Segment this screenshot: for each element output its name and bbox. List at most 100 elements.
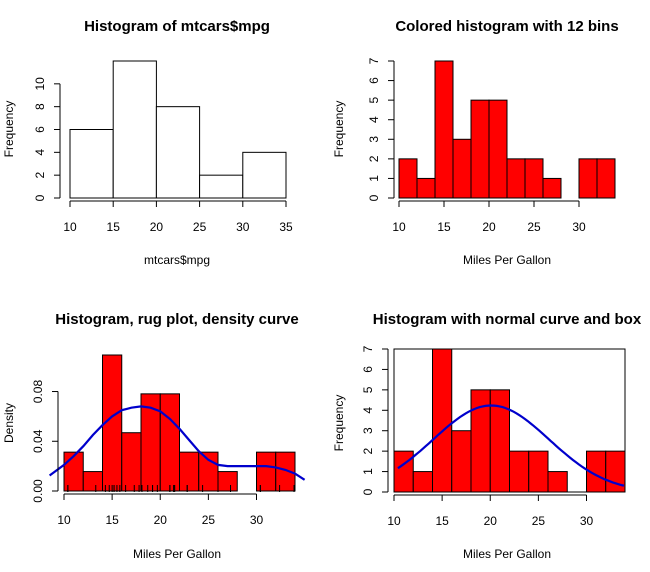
panel-4-y-tick-label: 4 — [361, 407, 375, 414]
panel-4-x-tick-label: 25 — [532, 514, 546, 528]
panel-1-bar — [155, 106, 201, 199]
panel-colored-histogram: Colored histogram with 12 bins Miles Per… — [332, 18, 619, 267]
panel-4-bar — [432, 348, 453, 493]
panel-4-x-tick-label: 10 — [387, 514, 401, 528]
panel-4-x-tick-label: 30 — [580, 514, 594, 528]
panel-1-x-tick-label: 25 — [193, 220, 207, 234]
panel-density-histogram: Histogram, rug plot, density curve Miles… — [2, 311, 306, 561]
panel-3-axes: 10 15 20 25 30 0.00 0.04 0.08 — [31, 380, 263, 527]
panel-1-bar — [112, 60, 157, 199]
panel-2-title: Colored histogram with 12 bins — [395, 18, 618, 35]
panel-2-y-axis-label: Frequency — [332, 101, 346, 158]
panel-1-bar — [242, 151, 287, 199]
panel-3-y-tick-label: 0.08 — [31, 380, 45, 404]
panel-2-bar — [434, 60, 454, 199]
panel-4-normal-curve — [397, 404, 625, 487]
panel-4-bars — [393, 348, 626, 493]
panel-3-x-tick-label: 10 — [57, 513, 71, 527]
panel-1-x-tick-label: 35 — [279, 220, 293, 234]
panel-4-bar — [547, 471, 568, 493]
panel-4-bar — [393, 450, 414, 493]
panel-2-x-tick-label: 30 — [572, 220, 586, 234]
panel-3-curve-layer — [48, 405, 306, 481]
panel-2-bar — [398, 158, 418, 199]
panel-2-bar — [596, 158, 616, 199]
panel-4-bar — [509, 450, 530, 493]
panel-2-y-tick-label: 2 — [367, 155, 381, 162]
panel-3-density-curve — [48, 405, 306, 481]
panel-3-bar — [63, 451, 84, 492]
panel-1-x-tick-label: 30 — [236, 220, 250, 234]
panel-3-bar — [159, 393, 180, 492]
panel-3-x-tick-label: 25 — [202, 513, 216, 527]
panel-1-x-axis-label: mtcars$mpg — [144, 253, 210, 267]
panel-histogram-mtcars-mpg: Histogram of mtcars$mpg mtcars$mpg Frequ… — [2, 18, 293, 267]
panel-2-x-axis-label: Miles Per Gallon — [463, 253, 551, 267]
panel-3-y-tick-label: 0.00 — [31, 479, 45, 503]
panel-4-curve-layer — [397, 404, 625, 487]
panel-1-bars — [69, 60, 287, 199]
panel-2-x-tick-label: 15 — [437, 220, 451, 234]
panel-2-bar — [470, 99, 490, 199]
panel-2-bar — [488, 99, 508, 199]
panel-2-x-tick-label: 20 — [482, 220, 496, 234]
panel-3-bar — [217, 471, 238, 492]
panel-2-axes: 10 15 20 25 30 0 1 2 3 4 5 6 7 — [367, 57, 586, 234]
panel-1-y-tick-label: 8 — [33, 103, 47, 110]
panel-4-bar — [451, 430, 472, 493]
panel-3-title: Histogram, rug plot, density curve — [55, 311, 298, 328]
panel-4-y-tick-label: 1 — [361, 468, 375, 475]
panel-1-bar — [69, 129, 114, 199]
panel-2-x-tick-label: 25 — [527, 220, 541, 234]
panel-4-axes: 10 15 20 25 30 0 1 2 3 4 5 6 7 — [361, 345, 626, 528]
panel-3-bar — [179, 451, 200, 492]
panel-2-y-tick-label: 4 — [367, 116, 381, 123]
panel-1-x-tick-label: 10 — [63, 220, 77, 234]
panel-4-bar — [528, 450, 549, 493]
panel-2-bar — [578, 158, 598, 199]
panel-4-y-tick-label: 2 — [361, 447, 375, 454]
panel-4-plot-box — [393, 348, 626, 493]
panel-1-y-tick-label: 6 — [33, 126, 47, 133]
panel-4-y-tick-label: 3 — [361, 427, 375, 434]
panel-2-y-tick-label: 3 — [367, 136, 381, 143]
panel-1-x-tick-label: 20 — [150, 220, 164, 234]
panel-3-rug-layer — [67, 485, 295, 492]
panel-2-x-tick-label: 10 — [392, 220, 406, 234]
panel-3-x-axis-label: Miles Per Gallon — [133, 547, 221, 561]
panel-2-y-tick-label: 5 — [367, 96, 381, 103]
panel-1-y-tick-label: 10 — [33, 77, 47, 91]
panel-4-bar — [412, 471, 433, 493]
panel-4-title: Histogram with normal curve and box — [373, 311, 642, 328]
panel-4-y-tick-label: 6 — [361, 366, 375, 373]
panel-1-y-tick-label: 0 — [33, 194, 47, 201]
panel-2-bar — [542, 177, 562, 199]
panel-1-title: Histogram of mtcars$mpg — [84, 18, 270, 35]
panel-4-x-axis-label: Miles Per Gallon — [463, 547, 551, 561]
panel-4-y-tick-label: 5 — [361, 386, 375, 393]
panel-2-bar — [416, 177, 436, 199]
panel-2-bar — [452, 138, 472, 199]
panel-1-axes: 10 15 20 25 30 35 0 2 4 6 8 10 — [33, 77, 293, 234]
panel-4-y-tick-label: 7 — [361, 345, 375, 352]
panel-2-y-tick-label: 1 — [367, 175, 381, 182]
panel-1-y-tick-label: 2 — [33, 172, 47, 179]
panel-1-y-tick-label: 4 — [33, 149, 47, 156]
panel-3-bar — [198, 451, 219, 492]
panel-3-x-tick-label: 20 — [154, 513, 168, 527]
panel-3-bar — [256, 451, 277, 492]
panel-2-bars — [398, 60, 616, 199]
panel-3-y-tick-label: 0.04 — [31, 429, 45, 453]
panel-normal-curve-histogram: Histogram with normal curve and box Mile… — [332, 311, 642, 561]
panel-1-y-axis-label: Frequency — [2, 101, 16, 158]
panel-1-bar — [199, 174, 244, 199]
panel-1-x-tick-label: 15 — [107, 220, 121, 234]
panel-3-bar — [121, 432, 142, 492]
panel-4-x-tick-label: 15 — [435, 514, 449, 528]
panel-3-bars — [63, 354, 296, 492]
panel-3-x-tick-label: 15 — [105, 513, 119, 527]
panel-2-bar — [506, 158, 526, 199]
panel-2-y-tick-label: 7 — [367, 57, 381, 64]
panel-2-y-tick-label: 6 — [367, 77, 381, 84]
